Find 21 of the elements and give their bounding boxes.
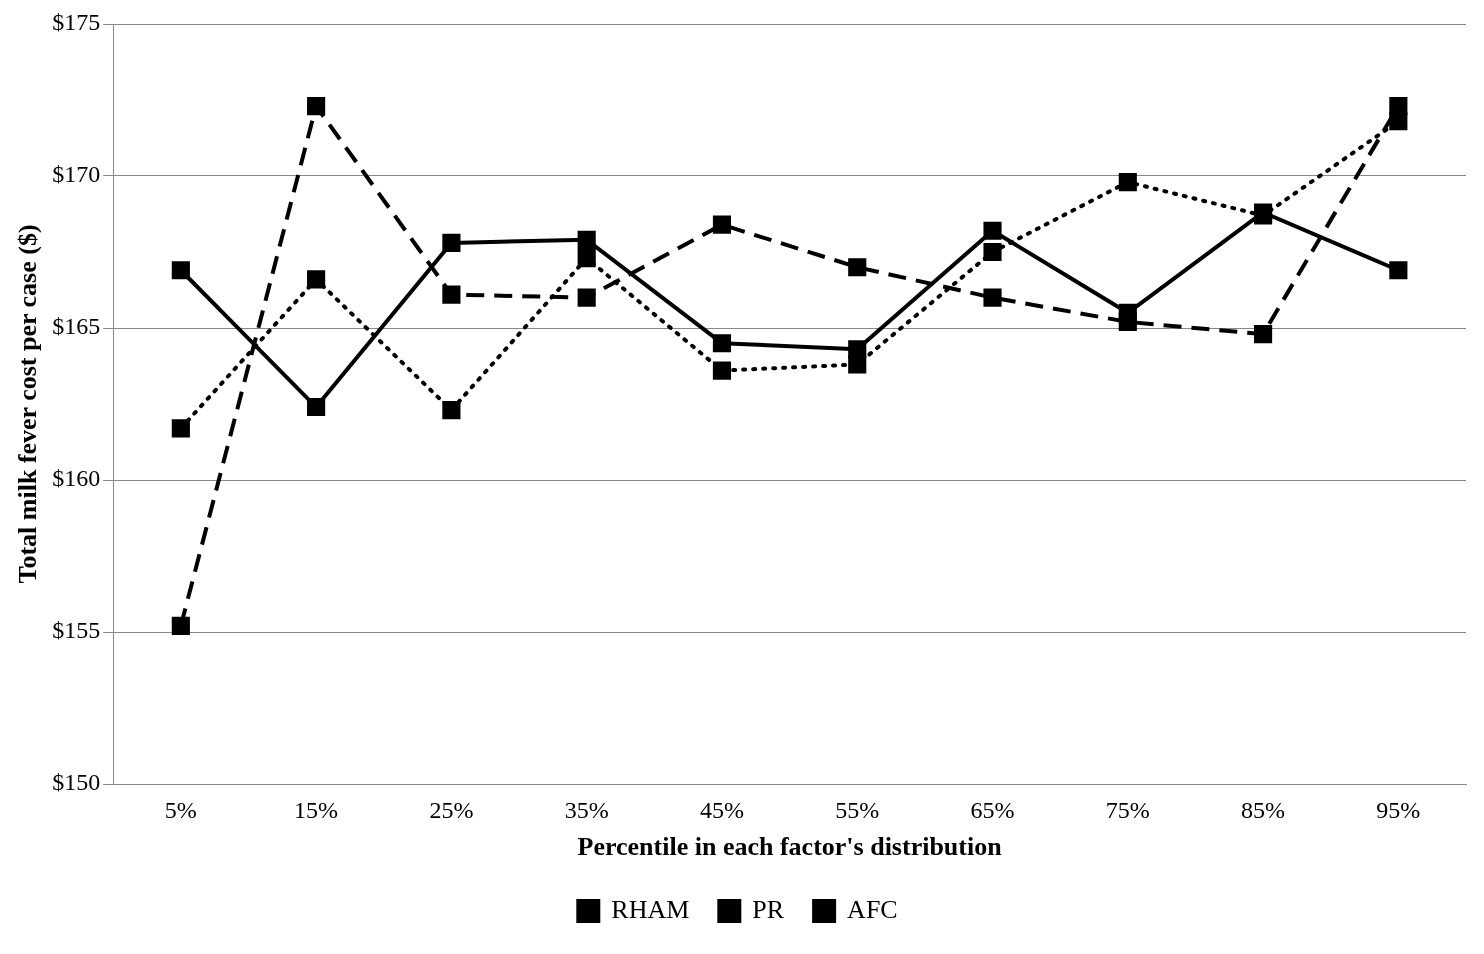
y-tick-label: $150 [52, 769, 101, 796]
x-tick-label: 85% [1241, 796, 1286, 823]
x-tick-label: 45% [699, 796, 744, 823]
x-tick-label: 35% [564, 796, 609, 823]
x-tick-label: 65% [970, 796, 1015, 823]
legend-label: AFC [847, 894, 898, 924]
x-tick-label: 5% [164, 796, 197, 823]
y-tick-label: $155 [52, 617, 101, 644]
x-tick-label: 15% [294, 796, 339, 823]
legend-label: PR [752, 894, 785, 924]
y-tick-label: $175 [52, 9, 101, 36]
x-tick-label: 75% [1105, 796, 1150, 823]
legend-label: RHAM [611, 894, 690, 924]
y-tick-label: $160 [52, 465, 101, 492]
y-tick-label: $170 [52, 161, 101, 188]
y-tick-label: $165 [52, 313, 101, 340]
x-tick-label: 55% [835, 796, 880, 823]
x-tick-label: 95% [1376, 796, 1421, 823]
y-axis-title: Total milk fever cost per case ($) [13, 224, 43, 584]
x-tick-label: 25% [429, 796, 474, 823]
x-axis-title: Percentile in each factor's distribution [577, 832, 1003, 862]
